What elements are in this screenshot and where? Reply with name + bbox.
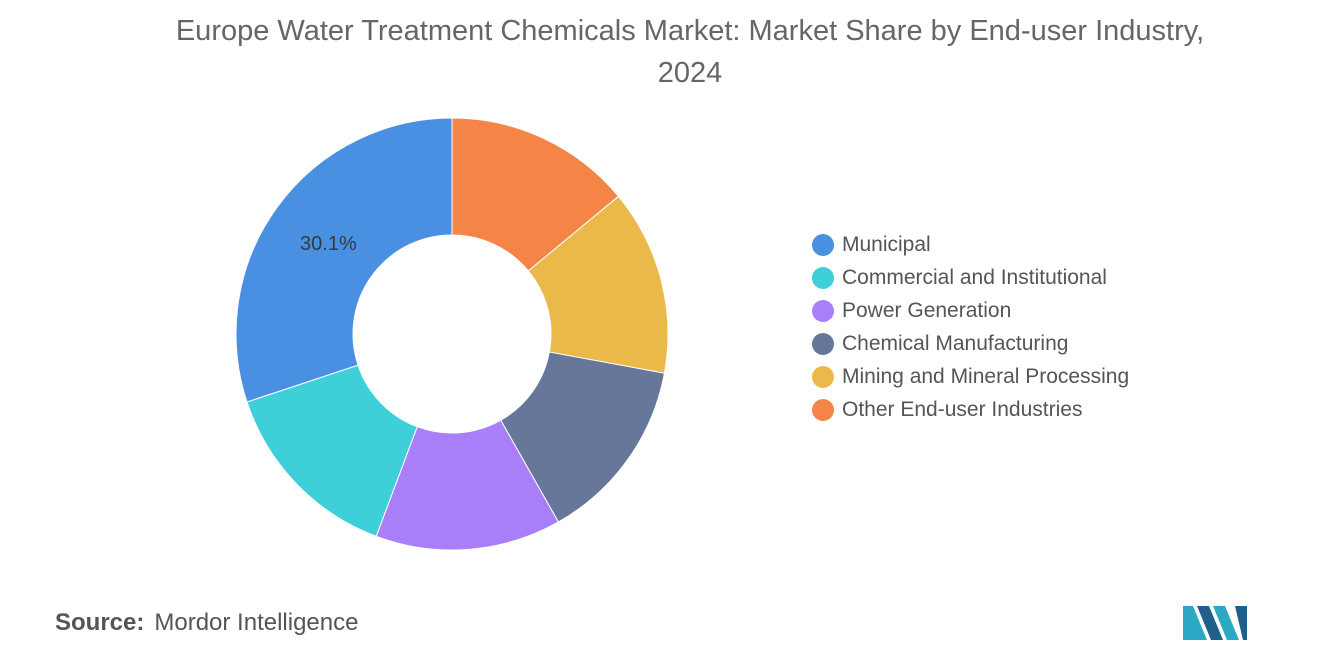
legend-label: Power Generation — [842, 298, 1012, 322]
legend-swatch — [812, 266, 834, 289]
legend-label: Chemical Manufacturing — [842, 331, 1069, 355]
source-text: Mordor Intelligence — [154, 609, 359, 636]
legend-item: Power Generation — [812, 294, 1129, 327]
legend-item: Commercial and Institutional — [812, 261, 1129, 294]
chart-legend: Municipal Commercial and Institutional Pow… — [812, 228, 1129, 426]
mordor-intelligence-logo-icon — [1183, 606, 1247, 640]
donut-slice-6 — [451, 117, 620, 272]
donut-slice-1 — [235, 117, 453, 403]
legend-item: Municipal — [812, 228, 1129, 261]
legend-swatch — [812, 398, 834, 421]
chart-title: Europe Water Treatment Chemicals Market:… — [175, 15, 1205, 89]
legend-swatch — [812, 299, 834, 322]
legend-label: Municipal — [842, 232, 931, 256]
legend-label: Mining and Mineral Processing — [842, 364, 1130, 388]
legend-swatch — [812, 365, 834, 388]
legend-swatch — [812, 332, 834, 355]
donut-slice-2 — [246, 364, 418, 537]
legend-item: Other End-user Industries — [812, 393, 1129, 426]
source-label: Source: — [55, 609, 145, 636]
source-line: Source: Mordor Intelligence — [55, 609, 358, 637]
donut-slice-5 — [527, 195, 669, 374]
legend-item: Mining and Mineral Processing — [812, 360, 1129, 393]
data-label-1: 30.1% — [300, 233, 357, 255]
legend-label: Commercial and Institutional — [842, 265, 1107, 289]
donut-slice-4 — [500, 351, 666, 523]
legend-label: Other End-user Industries — [842, 397, 1083, 421]
legend-swatch — [812, 233, 834, 256]
legend-item: Chemical Manufacturing — [812, 327, 1129, 360]
donut-slice-3 — [375, 419, 560, 551]
